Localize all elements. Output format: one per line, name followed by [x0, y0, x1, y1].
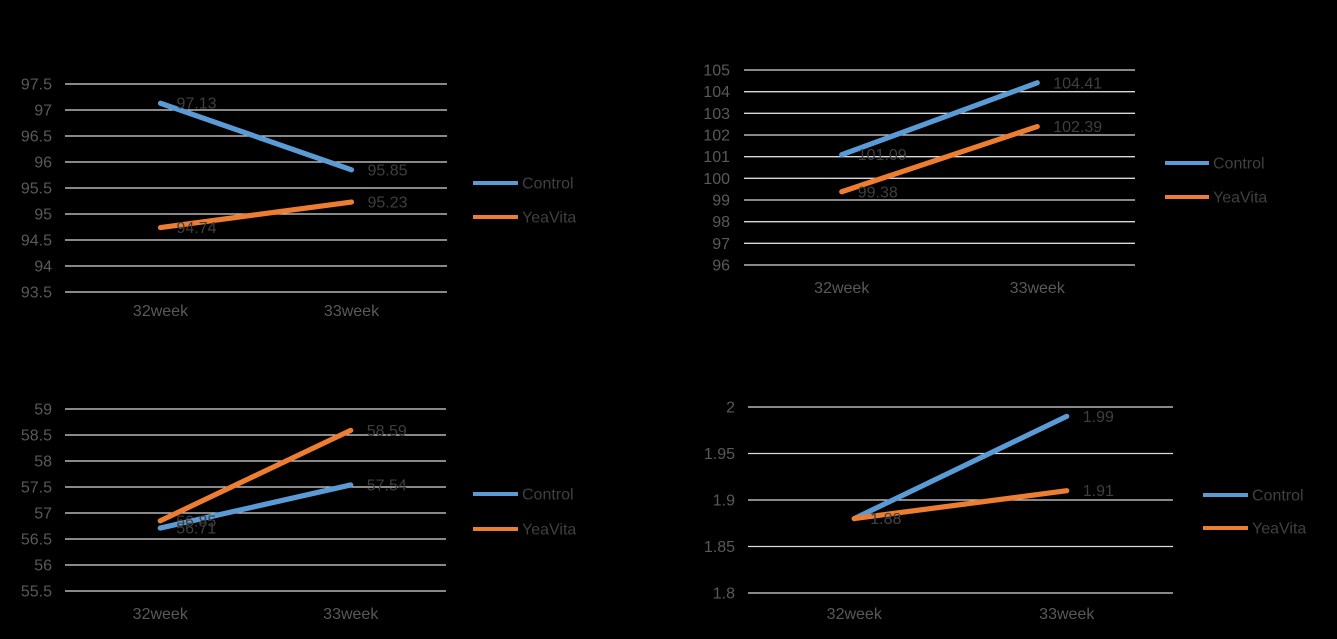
series-line-yeavita [157, 427, 354, 524]
data-label-yeavita: 102.39 [1053, 119, 1102, 136]
data-label-yeavita: 99.38 [858, 184, 898, 201]
series-line-control [839, 80, 1040, 158]
x-category-label: 32week [133, 606, 189, 623]
y-tick-label: 95 [34, 207, 52, 224]
x-category-label: 33week [324, 303, 380, 320]
y-tick-label: 98 [712, 214, 730, 231]
y-tick-label: 96 [712, 258, 730, 275]
y-tick-label: 2 [726, 400, 735, 417]
x-category-label: 32week [814, 280, 870, 297]
chart-top-left: 97.5 97 96.5 96 95.5 95 94.5 94 93.5 32week 33week… [21, 77, 577, 321]
y-tick-label: 56 [34, 558, 52, 575]
y-tick-label: 94.5 [21, 233, 52, 250]
legend-label-control: Control [522, 176, 574, 193]
y-tick-label: 1.95 [704, 446, 735, 463]
series-line-control [157, 100, 355, 173]
legend-label-control: Control [1252, 488, 1304, 505]
y-tick-label: 58.5 [21, 428, 52, 445]
y-tick-label: 104 [703, 84, 730, 101]
legend-label-yeavita: YeaVita [522, 210, 576, 227]
y-tick-label: 1.85 [704, 539, 735, 556]
y-tick-label: 95.5 [21, 181, 52, 198]
x-category-label: 33week [1039, 606, 1095, 623]
y-tick-label: 57.5 [21, 480, 52, 497]
legend-label-control: Control [522, 487, 574, 504]
data-label-control: 57.54 [367, 477, 407, 494]
legend-label-yeavita: YeaVita [1252, 521, 1306, 538]
y-tick-label: 59 [34, 402, 52, 419]
y-tick-label: 1.9 [713, 493, 735, 510]
data-label-yeavita: 1.88 [870, 511, 901, 528]
y-tick-label: 100 [703, 171, 730, 188]
x-category-label: 33week [1010, 280, 1066, 297]
y-tick-label: 55.5 [21, 584, 52, 601]
y-tick-label: 105 [703, 63, 730, 80]
data-label-control: 95.85 [368, 162, 408, 179]
data-label-yeavita: 94.74 [177, 220, 217, 237]
legend-label-yeavita: YeaVita [522, 522, 576, 539]
x-category-label: 32week [133, 303, 189, 320]
data-label-yeavita: 58.59 [367, 423, 407, 440]
series-line-yeavita [839, 123, 1040, 195]
x-category-label: 32week [827, 606, 883, 623]
y-tick-label: 96.5 [21, 129, 52, 146]
y-tick-label: 1.8 [713, 586, 735, 603]
y-tick-label: 96 [34, 155, 52, 172]
x-category-label: 33week [323, 606, 379, 623]
y-tick-label: 93.5 [21, 285, 52, 302]
series-line-control [157, 482, 354, 531]
chart-top-right: 105 104 103 102 101 100 99 98 97 96 32week 33week 10… [703, 63, 1267, 298]
data-label-control: 56.71 [176, 521, 216, 538]
y-tick-label: 58 [34, 454, 52, 471]
legend-label-yeavita: YeaVita [1213, 190, 1267, 207]
chart-bottom-left: 59 58.5 58 57.5 57 56.5 56 55.5 32week 33week 56.7… [21, 402, 577, 624]
data-label-yeavita: 1.91 [1083, 483, 1114, 500]
y-tick-label: 94 [34, 259, 52, 276]
series-line-yeavita [157, 199, 355, 231]
data-label-yeavita: 56.85 [176, 513, 216, 530]
y-tick-label: 97 [712, 236, 730, 253]
data-label-control: 104.41 [1053, 75, 1102, 92]
data-label-control: 101.09 [858, 147, 907, 164]
y-tick-label: 97 [34, 103, 52, 120]
y-tick-label: 101 [703, 149, 730, 166]
data-label-control: 97.13 [177, 96, 217, 113]
y-tick-label: 99 [712, 193, 730, 210]
data-label-control: 1.99 [1083, 409, 1114, 426]
y-tick-label: 57 [34, 506, 52, 523]
y-tick-label: 97.5 [21, 77, 52, 94]
y-tick-label: 103 [703, 106, 730, 123]
legend-label-control: Control [1213, 156, 1265, 173]
y-tick-label: 56.5 [21, 532, 52, 549]
y-tick-label: 102 [703, 128, 730, 145]
data-label-yeavita: 95.23 [368, 195, 408, 212]
series-line-yeavita [851, 488, 1070, 522]
series-line-control [851, 413, 1070, 522]
